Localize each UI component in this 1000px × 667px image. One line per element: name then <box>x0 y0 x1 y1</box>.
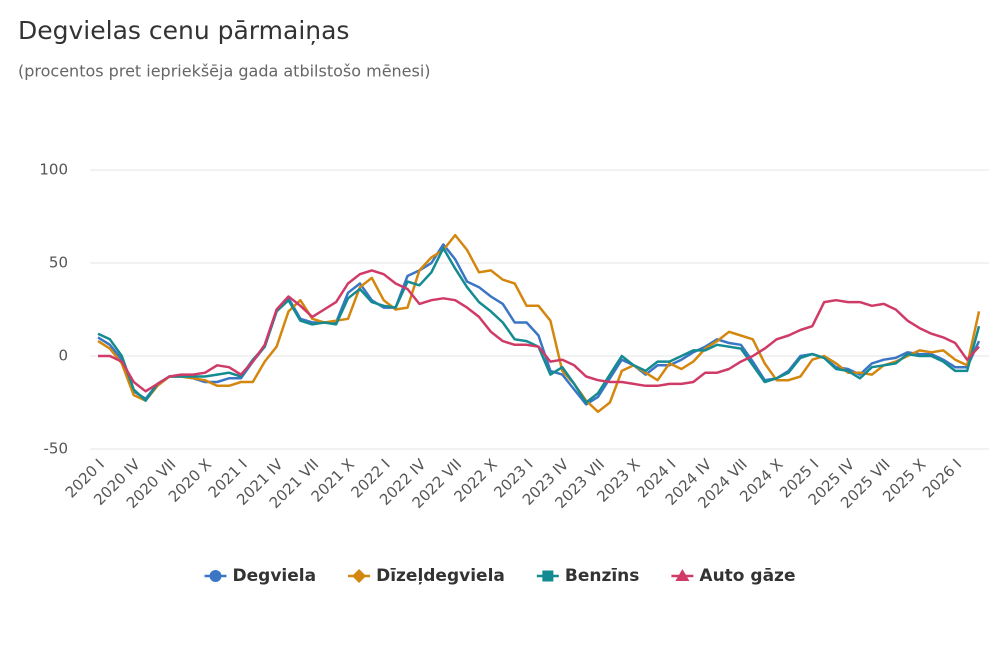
series-line <box>97 233 981 414</box>
series-line <box>97 243 981 406</box>
legend-item: Auto gāze <box>671 566 795 586</box>
y-tick-label: 0 <box>58 347 68 365</box>
legend-marker <box>209 570 222 582</box>
series-line <box>98 269 980 393</box>
x-tick-label: 2026 I <box>919 455 965 501</box>
chart-title: Degvielas cenu pārmaiņas <box>18 16 349 45</box>
legend-item: Degviela <box>204 566 317 586</box>
legend-marker <box>352 569 367 583</box>
y-tick-label: 100 <box>39 161 68 179</box>
y-tick-label: -50 <box>44 440 69 458</box>
legend-label: Degviela <box>233 566 317 586</box>
legend-item: Dīzeļdegviela <box>348 566 505 586</box>
chart-subtitle: (procentos pret iepriekšēja gada atbilst… <box>18 62 431 81</box>
legend-label: Benzīns <box>565 566 640 586</box>
legend-item: Benzīns <box>536 566 640 586</box>
legend-label: Dīzeļdegviela <box>376 566 505 586</box>
legend-marker <box>542 570 554 582</box>
legend-marker <box>675 569 690 581</box>
legend: Degviela Dīzeļdegviela Benzīns Auto gāze <box>204 566 795 586</box>
y-tick-label: 50 <box>49 254 68 272</box>
legend-label: Auto gāze <box>699 566 795 586</box>
